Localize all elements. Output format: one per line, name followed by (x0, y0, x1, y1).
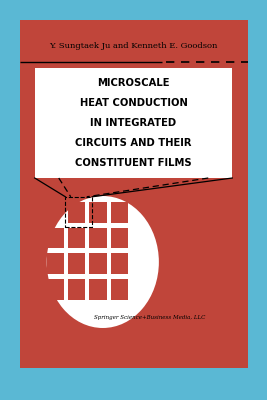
Bar (111, 202, 128, 223)
Text: Y. Sungtaek Ju and Kenneth E. Goodson: Y. Sungtaek Ju and Kenneth E. Goodson (49, 42, 218, 50)
Bar (89, 228, 107, 248)
Bar (68, 202, 85, 223)
Text: CONSTITUENT FILMS: CONSTITUENT FILMS (75, 158, 192, 168)
Bar (47, 253, 64, 274)
Text: Springer Science+Business Media, LLC: Springer Science+Business Media, LLC (94, 316, 205, 320)
Text: HEAT CONDUCTION: HEAT CONDUCTION (80, 98, 187, 108)
Bar (47, 279, 64, 300)
Bar (89, 279, 107, 300)
Bar (35, 68, 232, 178)
Bar (68, 228, 85, 248)
Bar (111, 253, 128, 274)
Bar (47, 228, 64, 248)
Bar (65, 197, 92, 227)
Ellipse shape (47, 196, 159, 328)
Bar (111, 279, 128, 300)
Bar (68, 253, 85, 274)
Bar (68, 279, 85, 300)
Bar (20, 20, 248, 368)
Text: MICROSCALE: MICROSCALE (97, 78, 170, 88)
Text: CIRCUITS AND THEIR: CIRCUITS AND THEIR (75, 138, 192, 148)
Text: IN INTEGRATED: IN INTEGRATED (91, 118, 176, 128)
Bar (111, 228, 128, 248)
Bar (89, 202, 107, 223)
Bar (89, 253, 107, 274)
